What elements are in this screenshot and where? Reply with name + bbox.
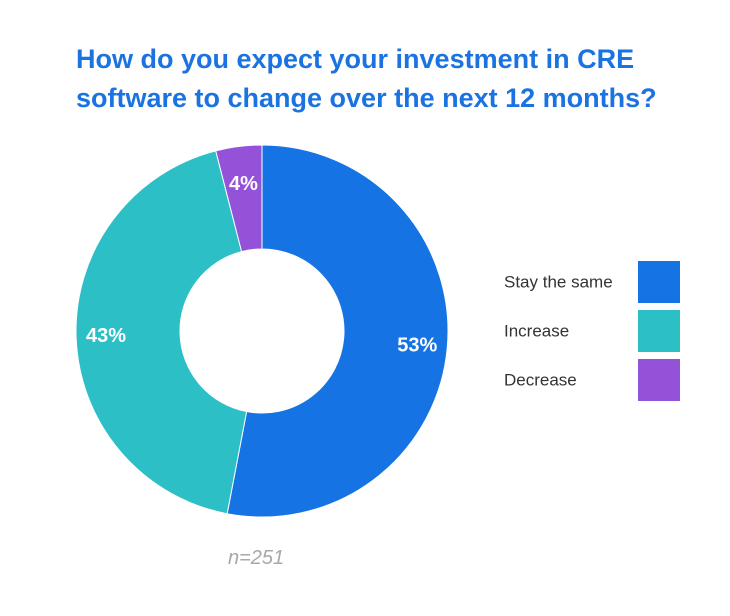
- chart-title: How do you expect your investment in CRE…: [76, 40, 696, 118]
- legend: Stay the same Increase Decrease: [504, 261, 680, 401]
- slice-increase: [75, 150, 248, 515]
- legend-swatch-stay-the-same: [638, 261, 680, 303]
- slice-labels: 53% 43% 4%: [86, 173, 437, 357]
- chart-title-line-2: software to change over the next 12 mont…: [76, 83, 657, 113]
- legend-swatch-decrease: [638, 359, 680, 401]
- chart-title-line-1: How do you expect your investment in CRE: [76, 44, 635, 74]
- donut-slices: [75, 144, 449, 518]
- slice-stay-the-same: [226, 144, 449, 518]
- slice-decrease: [215, 144, 263, 253]
- legend-label-stay-the-same: Stay the same: [504, 273, 613, 292]
- legend-label-decrease: Decrease: [504, 371, 577, 390]
- slice-label-decrease: 4%: [229, 173, 258, 195]
- legend-swatch-increase: [638, 310, 680, 352]
- slice-label-stay-the-same: 53%: [397, 335, 437, 357]
- slice-label-increase: 43%: [86, 325, 126, 347]
- sample-size-note: n=251: [228, 547, 285, 569]
- legend-label-increase: Increase: [504, 322, 569, 341]
